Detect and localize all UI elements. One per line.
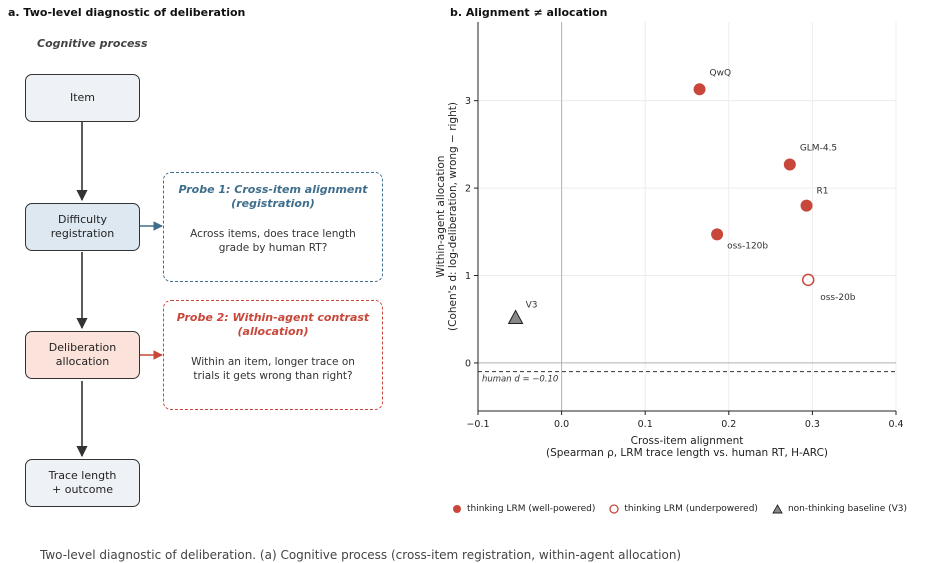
node-item: Item (25, 74, 140, 122)
y-tick-label: 1 (465, 271, 471, 282)
legend-item-well-powered: thinking LRM (well-powered) (452, 504, 595, 514)
point-label-r1: R1 (817, 187, 829, 197)
y-axis-label-detail: (Cohen's d: log-deliberation, wrong − ri… (447, 102, 459, 331)
panel-a-title: a. Two-level diagnostic of deliberation (8, 6, 246, 19)
x-tick-label: 0.3 (805, 419, 820, 430)
point-label-v3: V3 (526, 300, 538, 310)
data-point-glm-4.5 (783, 158, 796, 171)
point-label-oss-120b: oss-120b (727, 241, 768, 251)
data-point-qwq (693, 83, 706, 96)
legend: thinking LRM (well-powered) thinking LRM… (452, 504, 921, 514)
y-tick-label: 0 (465, 358, 471, 369)
filled-circle-marker (453, 505, 461, 513)
node-difficulty-registration: Difficulty registration (25, 203, 140, 251)
x-tick-label: 0.4 (888, 419, 903, 430)
y-axis-label: Within-agent allocation (435, 156, 447, 278)
legend-item-underpowered: thinking LRM (underpowered) (609, 504, 758, 514)
x-axis-label: Cross-item alignment (631, 435, 744, 447)
legend-label-well-powered: thinking LRM (well-powered) (467, 504, 596, 514)
triangle-marker (772, 504, 783, 514)
legend-label-underpowered: thinking LRM (underpowered) (624, 504, 758, 514)
x-tick-label: 0.2 (721, 419, 736, 430)
y-tick-label: 3 (465, 96, 471, 107)
data-point-oss-120b (711, 228, 724, 241)
panel-b-title: b. Alignment ≠ allocation (450, 6, 608, 19)
x-tick-label: 0.1 (638, 419, 653, 430)
probe-2-text: Within an item, longer trace on trials i… (191, 356, 355, 382)
point-label-oss-20b: oss-20b (820, 293, 856, 303)
node-deliberation-allocation: Deliberation allocation (25, 331, 140, 379)
probe-1-title: Probe 1: Cross-item alignment (registrat… (178, 183, 368, 210)
y-tick-label: 2 (465, 184, 471, 195)
open-circle-marker (609, 504, 620, 514)
legend-label-baseline: non-thinking baseline (V3) (787, 504, 908, 514)
data-point-v3 (507, 309, 524, 324)
probe-1-box: Probe 1: Cross-item alignment (registrat… (163, 172, 383, 282)
data-point-r1 (800, 199, 813, 212)
data-point-oss-20b (801, 273, 815, 287)
figure-caption: Two-level diagnostic of deliberation. (a… (40, 548, 682, 562)
probe-2-title: Probe 2: Within-agent contrast (allocati… (176, 311, 370, 338)
section-label: Cognitive process (37, 37, 148, 50)
probe-2-box: Probe 2: Within-agent contrast (allocati… (163, 300, 383, 410)
probe-1-text: Across items, does trace length grade by… (190, 228, 356, 254)
point-label-qwq: QwQ (710, 68, 732, 78)
x-axis-label-detail: (Spearman ρ, LRM trace length vs. human … (546, 447, 828, 459)
point-label-glm-4.5: GLM-4.5 (800, 143, 837, 153)
x-tick-label: 0.0 (554, 419, 569, 430)
x-tick-label: −0.1 (466, 419, 489, 430)
legend-item-baseline: non-thinking baseline (V3) (772, 504, 907, 514)
node-trace-outcome: Trace length + outcome (25, 459, 140, 507)
reference-line-label: human d = −0.10 (482, 375, 558, 385)
